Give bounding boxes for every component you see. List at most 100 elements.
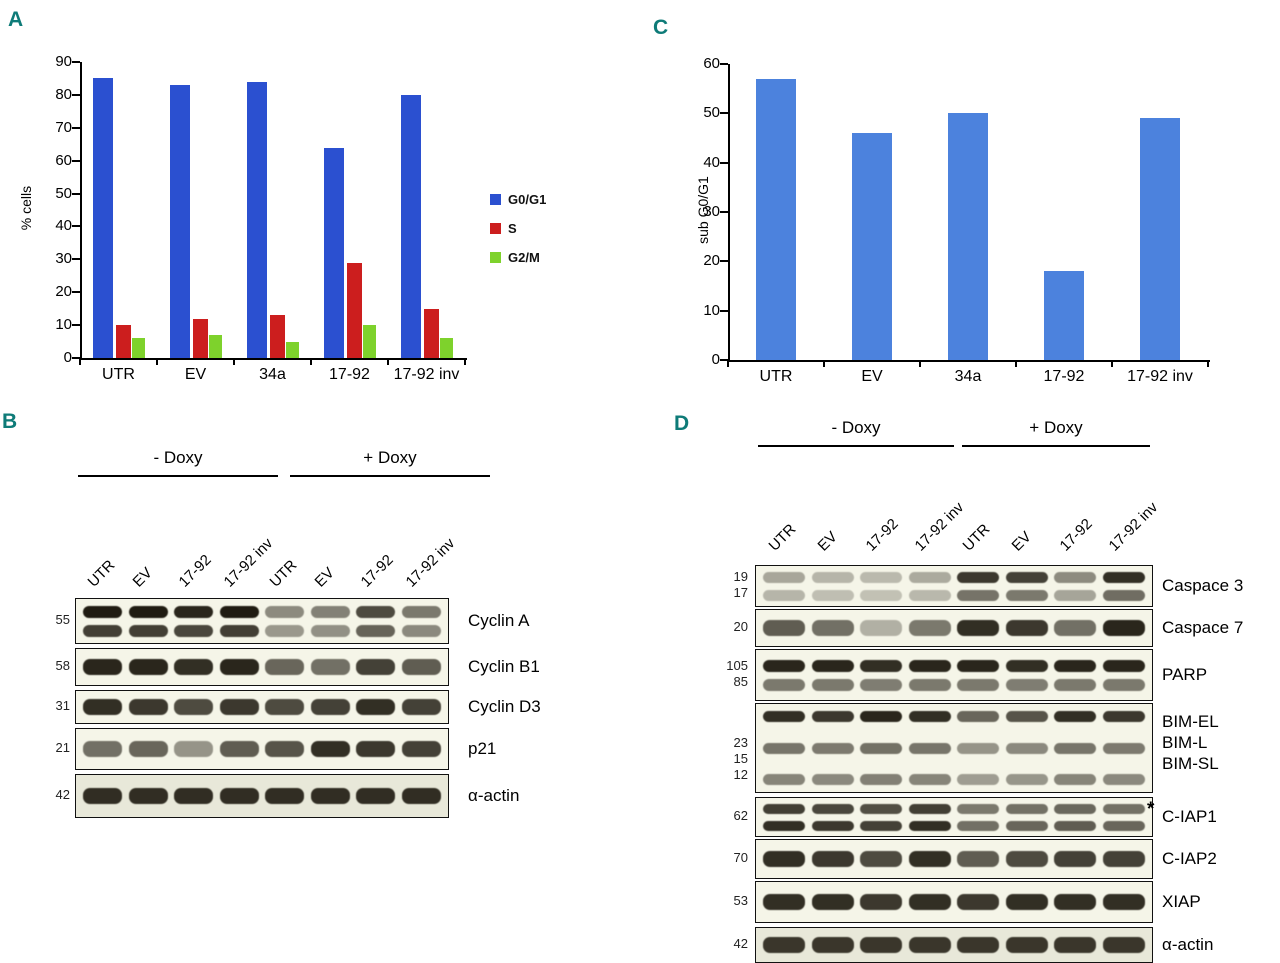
protein-band <box>401 659 441 675</box>
y-tick-mark <box>72 258 80 261</box>
bar <box>93 78 113 358</box>
protein-band <box>219 605 259 618</box>
x-tick-mark <box>823 360 825 367</box>
protein-band <box>1005 820 1048 831</box>
protein-band <box>860 774 903 785</box>
lane-label: EV <box>814 528 841 555</box>
protein-band <box>908 620 951 636</box>
protein-band <box>128 788 168 804</box>
lane-label: 17-92 inv <box>911 498 967 555</box>
protein-band <box>957 803 1000 814</box>
blot-row <box>75 598 449 644</box>
y-tick-mark <box>720 359 728 361</box>
protein-band <box>1102 742 1145 754</box>
y-tick-mark <box>72 61 80 63</box>
mw-value: 21 <box>55 740 70 755</box>
blot-name-label: α-actin <box>468 785 519 806</box>
legend-swatch <box>490 194 501 205</box>
protein-band <box>174 605 214 618</box>
protein-band <box>1005 659 1048 672</box>
protein-band <box>265 624 305 637</box>
bar <box>852 133 892 360</box>
protein-band <box>763 659 806 672</box>
y-tick-label: 0 <box>711 351 720 368</box>
protein-band <box>1054 571 1097 583</box>
protein-band <box>1102 711 1145 722</box>
protein-band <box>1005 711 1048 722</box>
y-tick-mark <box>720 211 728 213</box>
protein-band <box>1102 589 1145 601</box>
bar <box>193 318 208 358</box>
protein-band <box>957 678 1000 691</box>
protein-band <box>401 624 441 637</box>
protein-band <box>1102 620 1145 636</box>
blot-name-label: Cyclin B1 <box>468 656 540 677</box>
blot-name-label: XIAP <box>1162 891 1201 912</box>
mw-label: 21 <box>34 740 70 756</box>
legend-label: G0/G1 <box>508 192 547 207</box>
y-axis-label: sub G0/G1 <box>695 176 711 244</box>
blot-name-label: PARP <box>1162 664 1207 685</box>
blot-name-label: Cyclin D3 <box>468 696 541 717</box>
protein-band <box>174 788 214 804</box>
protein-band <box>811 711 854 722</box>
bar <box>424 308 439 358</box>
mw-label: 62 <box>706 808 748 824</box>
protein-band <box>128 699 168 715</box>
protein-band <box>908 659 951 672</box>
y-tick-label: 20 <box>703 252 720 270</box>
mw-label: 105 85 <box>706 658 748 690</box>
protein-band <box>860 620 903 636</box>
protein-band <box>860 659 903 672</box>
protein-band <box>1005 589 1048 601</box>
protein-band <box>83 741 123 757</box>
y-tick-label: 30 <box>55 250 72 268</box>
x-category-label: 34a <box>259 366 286 383</box>
mw-value: 70 <box>733 850 748 865</box>
x-category-label: UTR <box>102 366 135 383</box>
blot-name-label: Caspace 7 <box>1162 617 1243 638</box>
x-tick-mark <box>1015 360 1017 367</box>
blot-row <box>755 649 1153 701</box>
mw-value: 55 <box>55 612 70 627</box>
protein-band <box>811 894 854 910</box>
protein-band <box>83 605 123 618</box>
protein-band <box>401 788 441 804</box>
protein-band <box>908 711 951 722</box>
protein-band <box>265 699 305 715</box>
protein-band <box>908 803 951 814</box>
mw-label: 20 <box>706 619 748 635</box>
legend-item: S <box>490 221 517 236</box>
doxy-group-header: - Doxy <box>78 448 278 477</box>
mw-value: 17 <box>733 585 748 600</box>
mw-value: 85 <box>733 674 748 689</box>
blot-row <box>755 703 1153 793</box>
protein-band <box>811 620 854 636</box>
y-tick-label: 60 <box>55 151 72 169</box>
blot-name-label: p21 <box>468 738 496 759</box>
y-tick-mark <box>72 291 80 294</box>
lane-label: 17-92 inv <box>220 534 277 591</box>
protein-band <box>908 851 951 867</box>
lane-label: 17-92 inv <box>1105 498 1161 555</box>
y-tick-mark <box>720 260 728 263</box>
protein-band <box>1054 803 1097 814</box>
protein-band <box>310 699 350 715</box>
panel-a-chart: 0 10 20 30 40 50 60 70 80 90 UTR EV 34a 17-92 17-92 in… <box>18 52 620 402</box>
blot-name: BIM-SL <box>1162 754 1219 773</box>
lane-label: 17-92 <box>862 515 902 555</box>
x-tick-mark <box>233 358 235 365</box>
protein-band <box>957 774 1000 785</box>
protein-band <box>1102 678 1145 691</box>
y-tick-label: 30 <box>703 203 720 220</box>
bar <box>170 85 190 358</box>
plot-area <box>80 62 467 360</box>
mw-value: 42 <box>733 936 748 951</box>
blot-name: XIAP <box>1162 891 1201 911</box>
legend-label: G2/M <box>508 250 540 265</box>
bar <box>132 338 145 358</box>
protein-band <box>1054 742 1097 754</box>
protein-band <box>957 571 1000 583</box>
lane-label: 17-92 <box>1056 515 1096 555</box>
blot-row <box>755 927 1153 963</box>
